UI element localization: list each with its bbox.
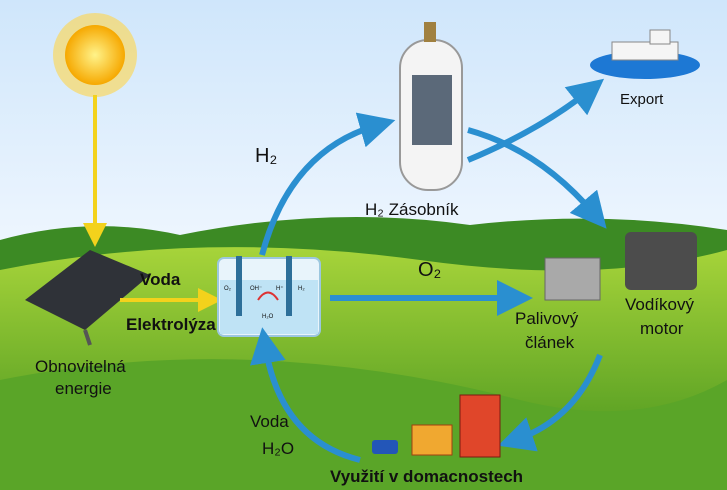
water-out-label: Voda [250, 412, 289, 431]
cell-part: OH⁻ [250, 286, 262, 292]
oxygen-label: O₂ [418, 259, 441, 281]
electrolyzer [218, 256, 320, 336]
engine-label: motor [640, 319, 684, 338]
storage-label: H₂ Zásobník [365, 200, 459, 219]
export-label: Export [620, 91, 664, 108]
water-out-label: H₂O [262, 439, 294, 458]
diagram: O₂ OH⁻ H⁺ H₂ H₂O H₂ H₂ Zásobník Export V… [0, 0, 727, 490]
renewable-label: energie [55, 379, 112, 398]
cell-part: O₂ [224, 286, 232, 292]
sun [53, 13, 137, 97]
fuel-cell [545, 258, 600, 300]
cell-part: H₂ [298, 286, 305, 292]
fuel-cell-label: Palivový [515, 309, 579, 328]
engine-label: Vodíkový [625, 295, 694, 314]
households-label: Využití v domacnostech [330, 467, 523, 486]
cell-part: H₂O [262, 314, 274, 320]
renewable-label: Obnovitelná [35, 357, 126, 376]
fuel-cell-label: článek [525, 333, 575, 352]
hydrogen-tank [400, 22, 462, 190]
hydrogen-label: H₂ [255, 145, 277, 167]
cell-part: H⁺ [276, 285, 284, 292]
water-in-label: Voda [140, 270, 181, 289]
electrolysis-label: Elektrolýza [126, 315, 216, 334]
engine [625, 232, 697, 290]
